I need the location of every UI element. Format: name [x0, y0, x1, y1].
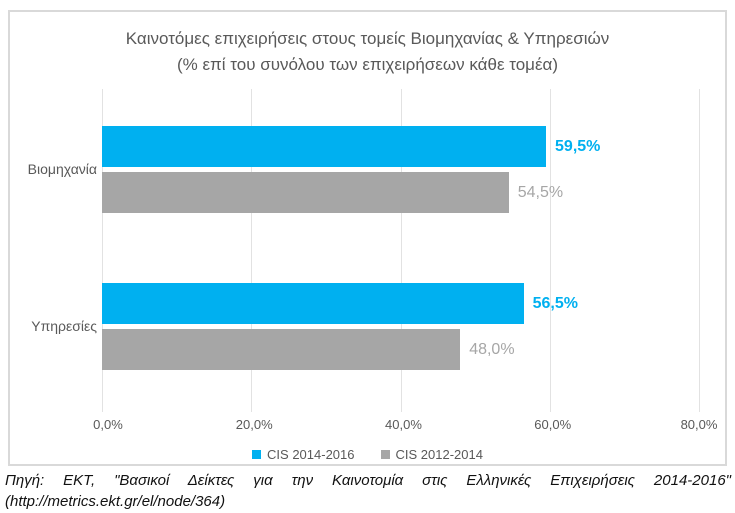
bar-row-services-cis2012-2014: 48,0%	[102, 329, 699, 370]
bar-row-services-cis2014-2016: 56,5%	[102, 283, 699, 324]
legend-swatch-gray-icon	[380, 450, 390, 459]
chart-title: Καινοτόμες επιχειρήσεις στους τομείς Βιο…	[10, 26, 725, 77]
source-note-line1: Πηγή: ΕΚΤ, "Βασικοί Δείκτες για την Καιν…	[5, 472, 731, 489]
chart-title-line2: (% επί του συνόλου των επιχειρήσεων κάθε…	[176, 54, 559, 74]
bar-services-cis2012-2014	[102, 329, 461, 370]
gridline-60	[549, 89, 551, 412]
bar-group-services: 56,5% 48,0%	[102, 283, 699, 375]
gridline-0	[102, 89, 103, 412]
gridlines	[102, 89, 700, 412]
x-axis: 0,0% 20,0% 40,0% 60,0% 80,0%	[93, 417, 717, 433]
legend-label-cis2014-2016: CIS 2014-2016	[267, 447, 355, 462]
x-tick-40: 40,0%	[385, 417, 422, 432]
x-tick-60: 60,0%	[534, 417, 572, 432]
bar-row-industry-cis2014-2016: 59,5%	[102, 126, 699, 167]
value-label-services-cis2012-2014: 48,0%	[469, 340, 515, 358]
chart-title-line1: Καινοτόμες επιχειρήσεις στους τομείς Βιο…	[125, 29, 610, 48]
plot-area: 59,5% 54,5% 56,5% 48,0%	[102, 89, 699, 402]
legend: CIS 2014-2016 CIS 2012-2014	[10, 447, 725, 462]
x-tick-80: 80,0%	[680, 417, 718, 432]
legend-item-cis2014-2016: CIS 2014-2016	[252, 447, 355, 462]
bar-services-cis2014-2016	[102, 283, 524, 324]
gridline-20	[251, 89, 253, 412]
value-label-industry-cis2014-2016: 59,5%	[555, 137, 601, 155]
chart-frame: Καινοτόμες επιχειρήσεις στους τομείς Βιο…	[8, 10, 727, 466]
x-tick-0: 0,0%	[93, 417, 123, 432]
bar-group-industry: 59,5% 54,5%	[102, 126, 699, 218]
value-label-industry-cis2012-2014: 54,5%	[517, 183, 564, 201]
gridline-40	[400, 89, 402, 412]
bar-row-industry-cis2012-2014: 54,5%	[102, 172, 699, 213]
legend-label-cis2012-2014: CIS 2012-2014	[395, 447, 483, 462]
legend-swatch-blue-icon	[252, 450, 262, 459]
category-label-services: Υπηρεσίες	[31, 318, 97, 334]
legend-item-cis2012-2014: CIS 2012-2014	[380, 447, 483, 462]
bar-industry-cis2014-2016	[102, 126, 547, 167]
value-label-services-cis2014-2016: 56,5%	[532, 294, 578, 312]
category-label-industry: Βιομηχανία	[27, 161, 97, 177]
source-note: Πηγή: ΕΚΤ, "Βασικοί Δείκτες για την Καιν…	[5, 470, 731, 512]
gridline-80	[699, 89, 700, 412]
source-note-line2: (http://metrics.ekt.gr/el/node/364)	[5, 493, 226, 510]
bar-industry-cis2012-2014	[102, 172, 509, 213]
x-tick-20: 20,0%	[235, 417, 273, 432]
